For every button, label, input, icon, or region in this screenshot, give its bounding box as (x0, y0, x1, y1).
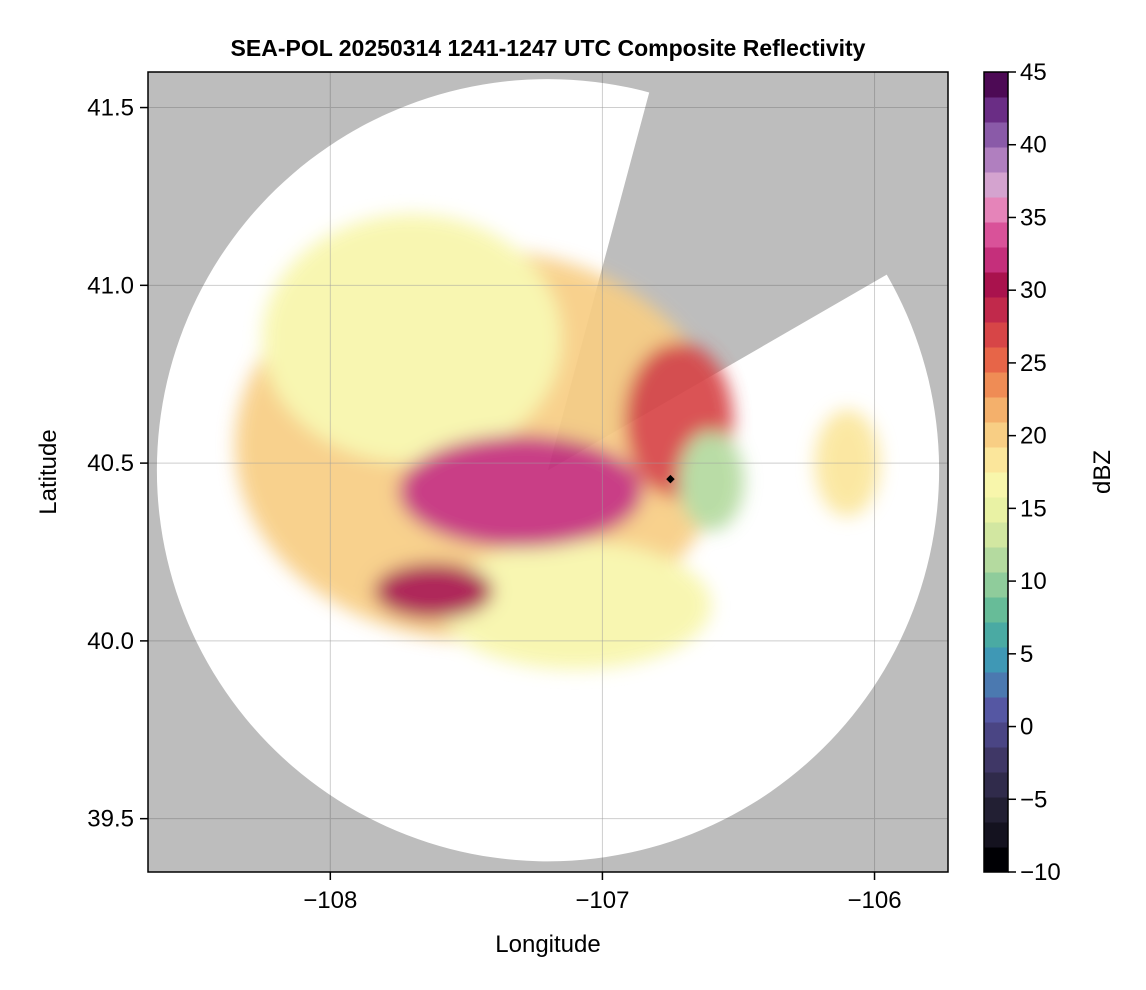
colorbar-tick-label: 25 (1020, 350, 1047, 377)
colorbar-swatch (984, 597, 1008, 623)
colorbar-swatch (984, 347, 1008, 373)
y-tick-label: 41.5 (87, 95, 134, 122)
x-tick-label: −107 (575, 887, 629, 914)
x-axis-label: Longitude (495, 931, 600, 958)
x-tick-label: −106 (847, 887, 901, 914)
colorbar-swatch (984, 622, 1008, 648)
colorbar-label: dBZ (1089, 450, 1116, 494)
colorbar-swatch (984, 697, 1008, 723)
colorbar-swatch (984, 422, 1008, 448)
colorbar-tick-label: 30 (1020, 277, 1047, 304)
y-tick-label: 39.5 (87, 806, 134, 833)
x-tick-label: −108 (303, 887, 357, 914)
colorbar-swatch (984, 372, 1008, 398)
colorbar-swatch (984, 722, 1008, 748)
colorbar-tick-label: 45 (1020, 59, 1047, 86)
colorbar-swatch (984, 747, 1008, 773)
colorbar-tick-label: 10 (1020, 568, 1047, 595)
colorbar-swatch (984, 822, 1008, 848)
y-axis-label: Latitude (35, 429, 62, 514)
colorbar-tick-label: −10 (1020, 859, 1061, 886)
colorbar-swatch (984, 522, 1008, 548)
x-axis: −108 −107 −106 (303, 872, 902, 914)
colorbar-swatch (984, 247, 1008, 273)
colorbar-swatch (984, 197, 1008, 223)
colorbar-swatch (984, 397, 1008, 423)
echo-south-light (439, 541, 712, 670)
colorbar-swatch (984, 172, 1008, 198)
colorbar-tick-label: 35 (1020, 204, 1047, 231)
echo-central-core (398, 434, 644, 549)
colorbar-tick-label: −5 (1020, 786, 1047, 813)
colorbar-swatch (984, 97, 1008, 123)
colorbar-swatch (984, 572, 1008, 598)
colorbar-swatch (984, 222, 1008, 248)
colorbar-swatch (984, 272, 1008, 298)
colorbar-tick-label: 0 (1020, 714, 1033, 741)
colorbar-tick-label: 15 (1020, 495, 1047, 522)
colorbar-swatch (984, 122, 1008, 148)
plot-area (148, 72, 948, 872)
grid-lines-overlay (148, 72, 948, 872)
colorbar-swatch (984, 447, 1008, 473)
colorbar-tick-label: 20 (1020, 423, 1047, 450)
y-axis: 39.5 40.0 40.5 41.0 41.5 (87, 95, 148, 833)
site-marker (666, 474, 675, 484)
echo-southwest-core (373, 562, 494, 620)
colorbar-swatch (984, 647, 1008, 673)
colorbar-swatch (984, 147, 1008, 173)
y-tick-label: 41.0 (87, 272, 134, 299)
chart-title: SEA-POL 20250314 1241-1247 UTC Composite… (231, 35, 866, 61)
colorbar-swatch (984, 672, 1008, 698)
colorbar-swatch (984, 297, 1008, 323)
colorbar-swatch (984, 847, 1008, 873)
echo-northwest-light (262, 214, 562, 464)
colorbar-tick-label: 5 (1020, 641, 1033, 668)
plot-frame (147, 71, 949, 873)
colorbar: −10 −5 0 5 10 15 20 25 30 35 40 45 (983, 59, 1061, 886)
y-tick-label: 40.5 (87, 450, 134, 477)
colorbar-swatch (984, 72, 1008, 98)
colorbar-swatch (984, 497, 1008, 523)
colorbar-tick-label: 40 (1020, 132, 1047, 159)
colorbar-swatch (984, 797, 1008, 823)
colorbar-swatch (984, 547, 1008, 573)
echo-east-green (678, 431, 744, 531)
colorbar-swatch (984, 772, 1008, 798)
colorbar-frame (983, 71, 1009, 873)
colorbar-swatch (984, 472, 1008, 498)
colorbar-swatch (984, 322, 1008, 348)
y-tick-label: 40.0 (87, 628, 134, 655)
